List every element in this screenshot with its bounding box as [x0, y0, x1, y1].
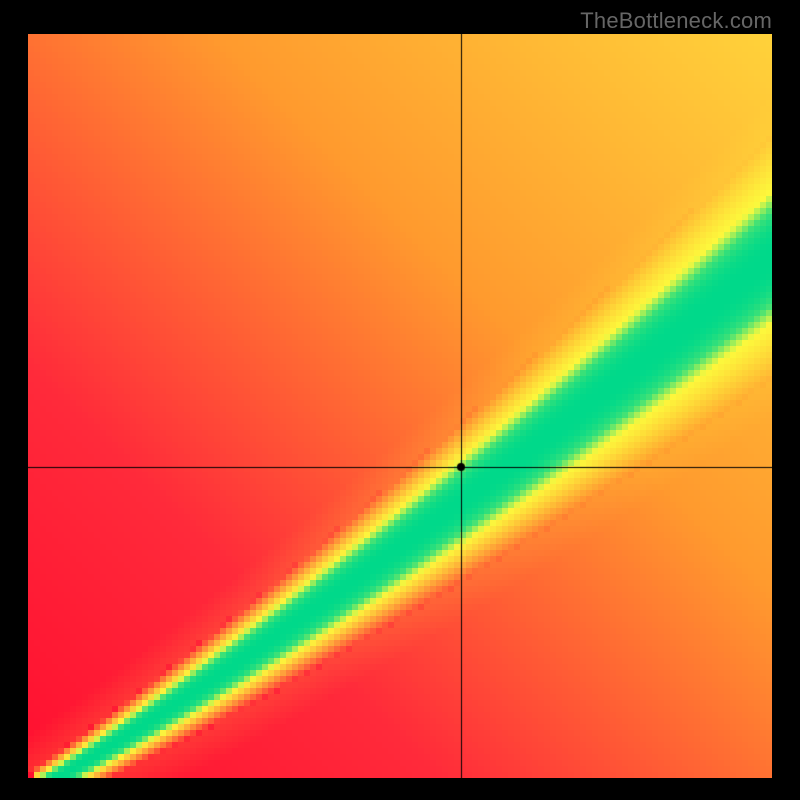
crosshair-overlay	[28, 34, 772, 778]
watermark-label: TheBottleneck.com	[580, 8, 772, 34]
chart-container: TheBottleneck.com	[0, 0, 800, 800]
